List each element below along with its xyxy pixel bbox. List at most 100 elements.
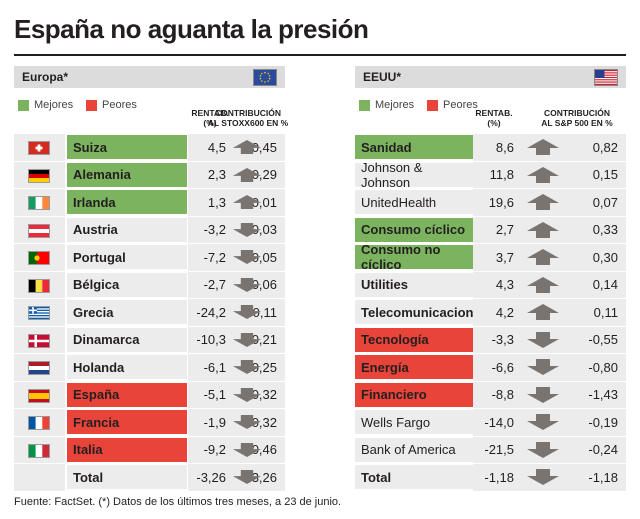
fr-flag-icon: [28, 416, 50, 430]
ie-flag-icon: [28, 196, 50, 210]
row-label: Irlanda: [67, 190, 187, 214]
legend-mejores-label: Mejores: [34, 99, 74, 111]
europe-rows: Suiza 4,5 0,45 Alemania 2,3 0,29 Irlanda 1,3 0,0…: [14, 134, 285, 492]
be-flag-icon: [28, 278, 50, 293]
rent-value: 2,3: [188, 161, 232, 188]
arrow-down-icon: [232, 382, 262, 409]
row-label: Wells Fargo: [355, 410, 473, 434]
rent-value: -21,5: [473, 436, 520, 463]
rent-header-line1: RENTAB.: [191, 108, 229, 118]
usa-rows: Sanidad 8,6 0,82 Johnson & Johnson 11,8 0,15 U…: [355, 134, 626, 492]
contrib-value: 0,33: [566, 216, 626, 243]
usa-panel-header: EEUU*: [355, 66, 626, 88]
flag-cell: [14, 189, 65, 216]
legend-mejores-usa: Mejores: [359, 99, 414, 111]
contrib-value: -1,18: [566, 464, 626, 491]
pt-flag-icon: [28, 251, 50, 265]
table-row: Dinamarca -10,3 -0,21: [14, 326, 285, 354]
table-row: Bank of America -21,5 -0,24: [355, 436, 626, 464]
europe-panel: Europa* Mejores Peores RENTAB. (%) CONTR…: [14, 66, 288, 492]
row-label: Financiero: [355, 382, 473, 407]
rent-value: -24,2: [188, 299, 232, 326]
row-label: Utilities: [355, 272, 473, 297]
table-row: Irlanda 1,3 0,01: [14, 189, 285, 217]
contrib-column-header-usa: CONTRIBUCIÓN AL S&P 500 EN %: [529, 108, 625, 128]
rent-value: -1,9: [188, 409, 232, 436]
rent-value: -6,1: [188, 354, 232, 381]
arrow-up-icon: [232, 134, 262, 161]
table-row: Holanda -6,1 -0,25: [14, 354, 285, 382]
legend-peores-label: Peores: [102, 99, 137, 111]
arrow-down-icon: [232, 327, 262, 354]
rent-value: -8,8: [473, 381, 520, 408]
arrow-down-icon: [232, 299, 262, 326]
source-note: Fuente: FactSet. (*) Datos de los último…: [14, 496, 342, 508]
at-flag-icon: [28, 223, 50, 238]
row-label: Telecomunicaciones: [355, 300, 488, 324]
contrib-header-line1: CONTRIBUCIÓN: [214, 108, 282, 118]
contrib-header-line1-usa: CONTRIBUCIÓN: [543, 108, 611, 118]
row-label: Francia: [67, 410, 187, 434]
table-row: España -5,1 -0,32: [14, 381, 285, 409]
row-label: Alemania: [67, 162, 187, 187]
rent-value: 4,5: [188, 134, 232, 161]
gr-flag-icon: [28, 306, 50, 320]
row-label: Suiza: [67, 135, 187, 159]
rent-value: 2,7: [473, 216, 520, 243]
europe-panel-header: Europa*: [14, 66, 285, 88]
flag-cell: [14, 299, 65, 326]
flag-cell: [14, 134, 65, 161]
row-label: Consumo cíclico: [355, 217, 473, 242]
table-row: Francia -1,9 -0,32: [14, 409, 285, 437]
arrow-down-icon: [232, 244, 262, 271]
arrow-up-icon: [520, 299, 566, 326]
legend-peores: Peores: [86, 99, 137, 111]
table-row: UnitedHealth 19,6 0,07: [355, 189, 626, 217]
flag-cell: [14, 381, 65, 408]
legend-peores-label-usa: Peores: [443, 99, 478, 111]
flag-cell: [14, 354, 65, 381]
flag-cell: [14, 244, 65, 271]
contrib-value: 0,07: [566, 189, 626, 216]
row-label: Total: [67, 465, 187, 489]
rent-column-header-usa: RENTAB. (%): [472, 108, 516, 128]
arrow-down-icon: [232, 217, 262, 244]
arrow-down-icon: [520, 354, 566, 381]
rent-value: -1,18: [473, 464, 520, 491]
table-row: Utilities 4,3 0,14: [355, 271, 626, 299]
rent-value: 8,6: [473, 134, 520, 161]
arrow-down-icon: [520, 381, 566, 408]
rent-value: -2,7: [188, 271, 232, 298]
legend-mejores-label-usa: Mejores: [375, 99, 415, 111]
contrib-header-line2-usa: AL S&P 500 EN %: [541, 118, 613, 128]
contrib-value: 0,14: [566, 271, 626, 298]
rent-value: 11,8: [473, 161, 520, 188]
contrib-column-header: CONTRIBUCIÓN AL STOXX600 EN %: [200, 108, 296, 128]
row-label: España: [67, 382, 187, 407]
table-row: Energía -6,6 -0,80: [355, 354, 626, 382]
arrow-down-icon: [232, 437, 262, 464]
usa-panel-title: EEUU*: [363, 70, 402, 84]
arrow-up-icon: [520, 134, 566, 161]
row-label: Bélgica: [67, 272, 187, 297]
rent-value: -3,2: [188, 216, 232, 243]
arrow-up-icon: [520, 161, 566, 188]
table-row: Financiero -8,8 -1,43: [355, 381, 626, 409]
rent-value: -10,3: [188, 326, 232, 353]
table-row: Austria -3,2 -0,03: [14, 216, 285, 244]
row-label: UnitedHealth: [355, 190, 473, 214]
rent-value: -3,26: [188, 464, 232, 491]
title-rule: [14, 54, 626, 56]
rent-value: 4,3: [473, 271, 520, 298]
europe-panel-title: Europa*: [22, 70, 69, 84]
legend-peores-usa: Peores: [427, 99, 478, 111]
eu-flag-icon: [253, 69, 277, 86]
arrow-down-icon: [232, 354, 262, 381]
table-row: Wells Fargo -14,0 -0,19: [355, 409, 626, 437]
dk-flag-icon: [28, 333, 50, 348]
table-row: Johnson & Johnson 11,8 0,15: [355, 160, 626, 190]
legend-mejores-swatch-usa: [359, 99, 370, 111]
rent-value: -5,1: [188, 381, 232, 408]
row-label: Austria: [67, 217, 187, 242]
rent-value: -7,2: [188, 244, 232, 271]
